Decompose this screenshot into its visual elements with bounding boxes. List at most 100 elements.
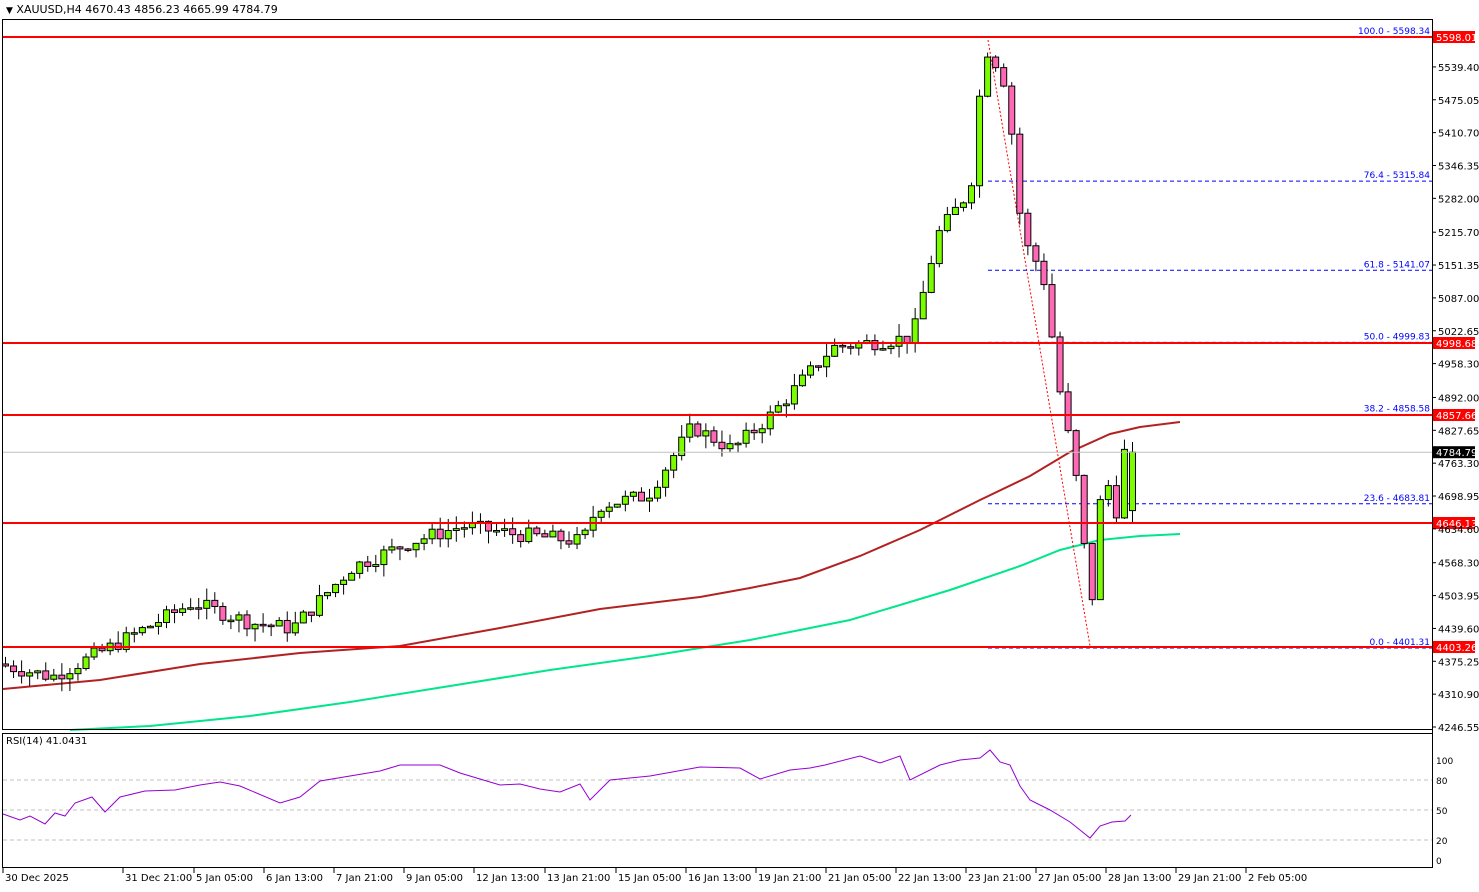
- time-tick: 31 Dec 21:00: [125, 873, 192, 884]
- bullish-candle: [163, 609, 170, 624]
- time-tick: 13 Jan 21:00: [547, 873, 610, 884]
- price-tick: 5346.35: [1438, 161, 1479, 172]
- bullish-candle: [782, 403, 790, 407]
- bullish-candle: [984, 56, 992, 97]
- time-tick: 6 Jan 13:00: [266, 873, 323, 884]
- rsi-axis-tick: 20: [1436, 837, 1448, 847]
- bearish-candle: [710, 430, 718, 443]
- bullish-candle: [621, 495, 629, 505]
- rsi-axis-tick: 80: [1436, 777, 1448, 787]
- bullish-candle: [122, 632, 130, 650]
- bullish-candle: [525, 527, 533, 543]
- bullish-candle: [388, 546, 396, 551]
- rsi-axis-tick: 100: [1436, 757, 1453, 767]
- bullish-candle: [154, 622, 162, 627]
- level-price-label: 4857.66: [1436, 411, 1477, 422]
- bearish-candle: [1080, 474, 1088, 544]
- time-tick: 9 Jan 05:00: [406, 873, 463, 884]
- bullish-candle: [380, 549, 388, 566]
- bearish-candle: [1016, 133, 1024, 214]
- bullish-candle: [315, 595, 323, 616]
- bullish-candle: [646, 497, 653, 502]
- bearish-candle: [847, 346, 855, 349]
- rsi-axis-tick: 0: [1436, 857, 1442, 867]
- price-tick: 4958.30: [1438, 360, 1479, 371]
- bearish-candle: [637, 491, 645, 502]
- bearish-candle: [267, 624, 275, 628]
- bearish-candle: [1064, 391, 1072, 432]
- fib-level-label: 61.8 - 5141.07: [1364, 260, 1430, 270]
- time-tick: 23 Jan 21:00: [968, 873, 1031, 884]
- bearish-candle: [1072, 430, 1080, 476]
- bullish-candle: [662, 469, 670, 488]
- level-price-label: 5598.01: [1436, 33, 1477, 44]
- price-tick: 5022.65: [1438, 327, 1479, 338]
- bearish-candle: [436, 528, 444, 540]
- bullish-candle: [976, 95, 984, 187]
- time-tick: 30 Dec 2025: [5, 873, 69, 884]
- bullish-candle: [968, 185, 975, 204]
- price-tick: 5087.00: [1438, 294, 1479, 305]
- bullish-candle: [74, 668, 82, 675]
- collapse-triangle-icon[interactable]: ▼: [6, 6, 13, 16]
- bullish-candle: [613, 503, 621, 508]
- bearish-candle: [404, 548, 412, 551]
- bullish-candle: [831, 344, 839, 357]
- bullish-candle: [412, 542, 420, 551]
- bullish-candle: [1120, 448, 1128, 519]
- price-tick: 4698.95: [1438, 492, 1479, 503]
- bearish-candle: [541, 533, 549, 538]
- time-tick: 19 Jan 21:00: [758, 873, 821, 884]
- rsi-line: [2, 749, 1132, 839]
- bullish-candle: [235, 614, 243, 621]
- bullish-candle: [291, 622, 299, 634]
- bearish-candle: [364, 561, 372, 567]
- time-tick: 12 Jan 13:00: [476, 873, 539, 884]
- bullish-candle: [299, 611, 307, 624]
- bullish-candle: [670, 455, 678, 471]
- bearish-candle: [10, 665, 18, 673]
- bearish-candle: [815, 365, 823, 368]
- rsi-label: RSI(14) 41.0431: [6, 736, 88, 747]
- bullish-candle: [678, 436, 686, 457]
- bullish-candle: [452, 528, 460, 532]
- price-tick: 4503.95: [1438, 592, 1479, 603]
- bullish-candle: [798, 374, 806, 387]
- time-tick: 15 Jan 05:00: [618, 873, 681, 884]
- bullish-candle: [686, 423, 694, 438]
- bullish-candle: [887, 345, 895, 350]
- bullish-candle: [26, 672, 34, 677]
- bearish-candle: [750, 429, 758, 434]
- bullish-candle: [1129, 451, 1136, 512]
- bullish-candle: [654, 486, 662, 499]
- bearish-candle: [243, 614, 251, 630]
- bullish-candle: [823, 355, 831, 368]
- time-tick: 22 Jan 13:00: [898, 873, 961, 884]
- bearish-candle: [18, 671, 26, 677]
- bullish-candle: [959, 202, 967, 208]
- bullish-candle: [493, 529, 501, 533]
- fib-level-label: 100.0 - 5598.34: [1358, 27, 1430, 37]
- time-tick: 21 Jan 05:00: [828, 873, 891, 884]
- bullish-candle: [501, 528, 509, 531]
- bullish-candle: [581, 529, 589, 536]
- bearish-candle: [517, 534, 525, 543]
- bullish-candle: [629, 491, 637, 497]
- fib-level-label: 76.4 - 5315.84: [1364, 171, 1430, 181]
- bearish-candle: [98, 647, 106, 652]
- time-tick: 29 Jan 21:00: [1178, 873, 1241, 884]
- time-tick: 7 Jan 21:00: [336, 873, 393, 884]
- bearish-candle: [211, 599, 219, 608]
- bullish-candle: [50, 674, 58, 680]
- bullish-candle: [90, 647, 98, 658]
- time-tick: 27 Jan 05:00: [1038, 873, 1101, 884]
- bullish-candle: [275, 619, 283, 627]
- bearish-candle: [58, 674, 66, 680]
- bullish-candle: [227, 619, 235, 623]
- bullish-candle: [573, 534, 581, 545]
- fib-level-label: 0.0 - 4401.31: [1370, 638, 1431, 648]
- bullish-candle: [340, 579, 348, 585]
- bullish-candle: [951, 206, 959, 216]
